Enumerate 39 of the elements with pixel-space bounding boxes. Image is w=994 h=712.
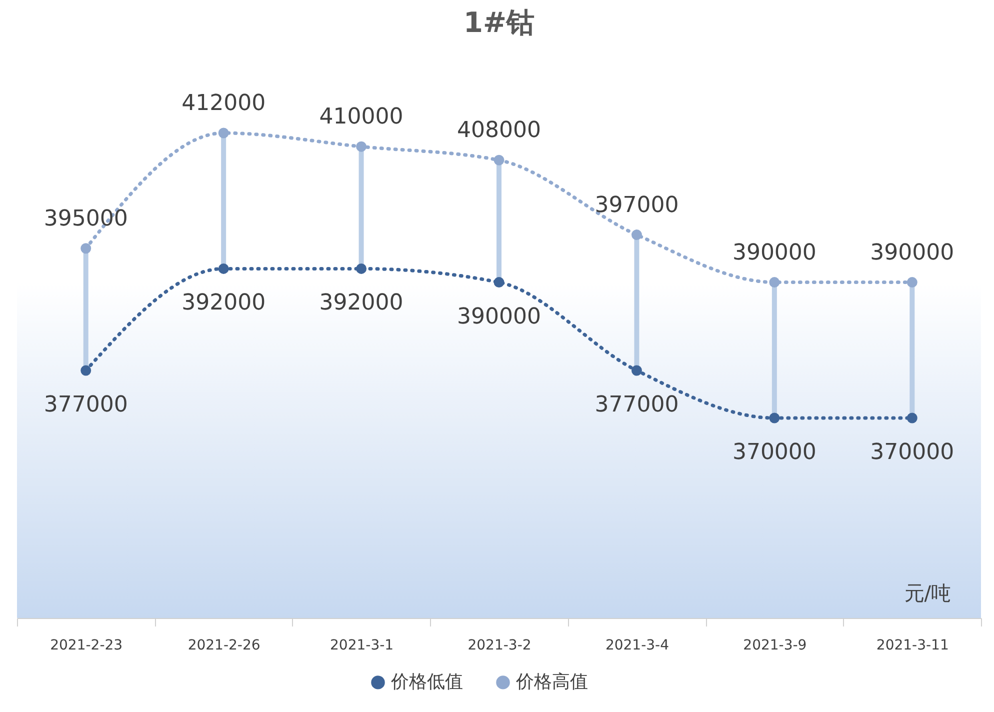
point xyxy=(906,277,918,288)
x-tick-label: 2021-3-2 xyxy=(468,638,532,654)
point xyxy=(769,277,780,288)
data-label: 390000 xyxy=(870,240,954,266)
point xyxy=(631,365,642,376)
x-tick-label: 2021-2-23 xyxy=(50,638,123,654)
point xyxy=(769,412,780,424)
text: 元/吨 xyxy=(904,581,951,605)
data-label: 392000 xyxy=(182,290,266,316)
data-label: 370000 xyxy=(732,440,816,465)
data-label: 390000 xyxy=(732,240,816,266)
point xyxy=(356,263,367,274)
point xyxy=(80,243,92,254)
data-label: 408000 xyxy=(457,118,541,144)
data-label: 390000 xyxy=(457,304,541,330)
x-tick-label: 2021-3-9 xyxy=(743,638,807,654)
point xyxy=(494,154,504,166)
point xyxy=(494,277,504,288)
point xyxy=(218,128,229,138)
data-label: 392000 xyxy=(319,290,404,316)
point xyxy=(218,263,229,274)
x-tick-label: 2021-3-11 xyxy=(876,638,949,654)
x-tick-label: 2021-3-4 xyxy=(605,638,670,654)
chart-title: 1#钴 xyxy=(464,6,534,39)
data-label: 412000 xyxy=(182,91,266,116)
data-label: 397000 xyxy=(594,192,679,218)
data-label: 410000 xyxy=(319,104,404,130)
legend-label: 价格低值 xyxy=(390,671,463,692)
data-label: 395000 xyxy=(44,206,128,232)
data-label: 370000 xyxy=(870,440,954,465)
x-tick-label: 2021-3-1 xyxy=(330,638,394,654)
point xyxy=(80,365,92,376)
legend-label: 价格高值 xyxy=(515,671,588,692)
data-label: 377000 xyxy=(44,392,128,418)
point xyxy=(631,230,642,240)
x-tick-label: 2021-2-26 xyxy=(188,638,260,654)
point xyxy=(906,412,918,424)
data-label: 377000 xyxy=(594,392,679,418)
point xyxy=(356,141,367,152)
